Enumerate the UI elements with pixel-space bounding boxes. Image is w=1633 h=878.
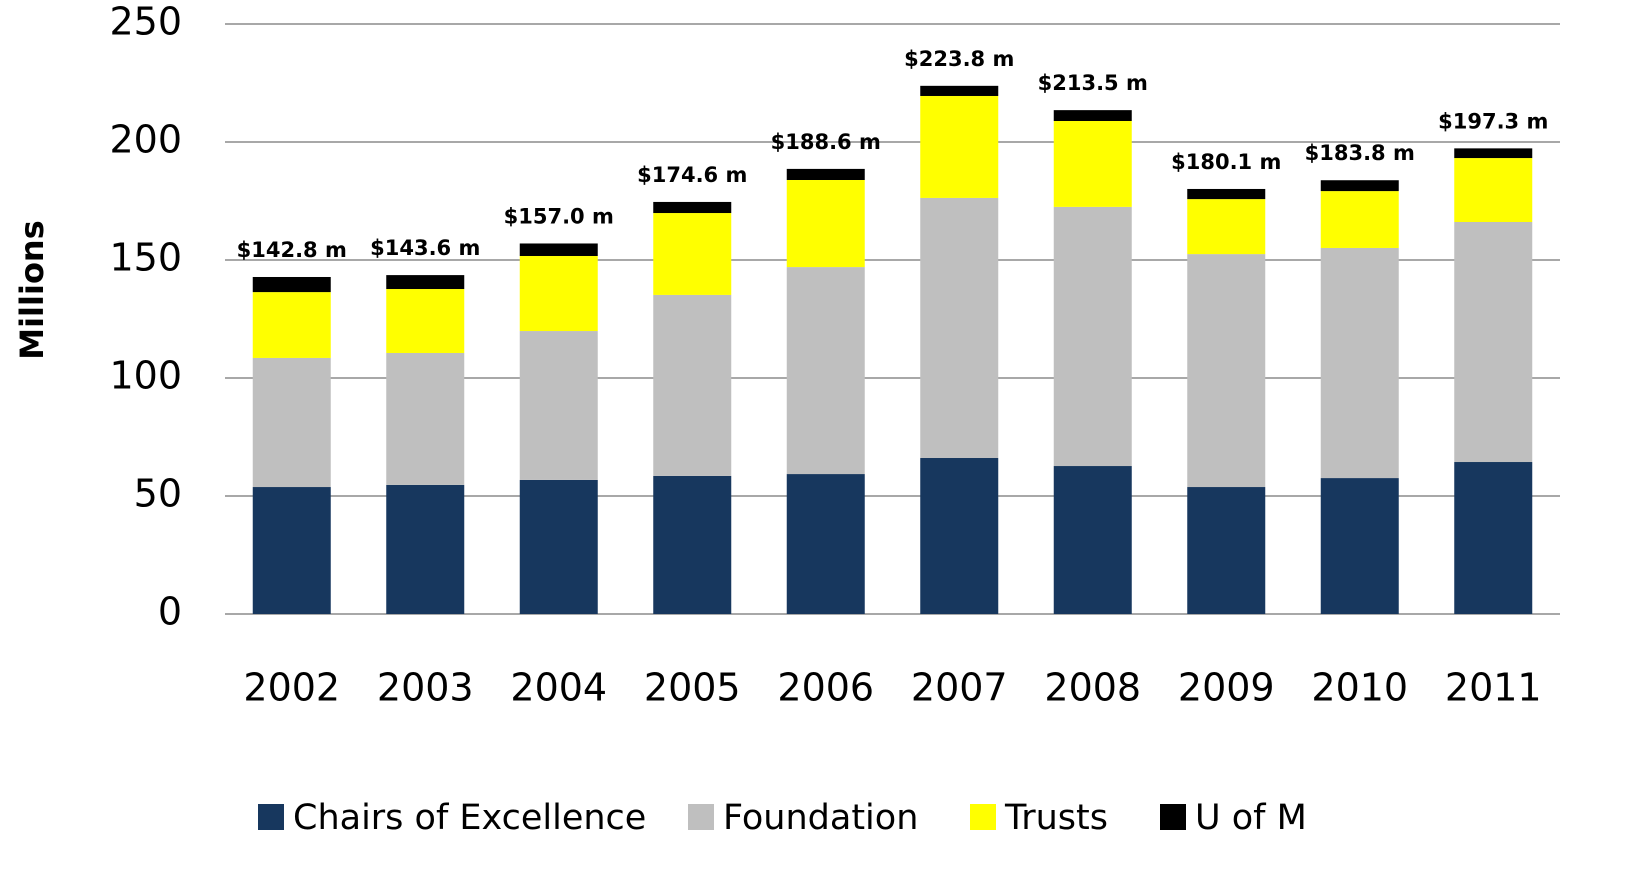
bar-segment bbox=[252, 357, 331, 488]
bar-segment bbox=[1053, 466, 1132, 614]
bar-segment bbox=[1053, 110, 1132, 121]
x-tick-label: 2011 bbox=[1445, 666, 1542, 710]
bar-segment bbox=[920, 85, 999, 96]
y-axis-title: Millions bbox=[13, 220, 51, 360]
bar-segment bbox=[786, 474, 865, 614]
bar-segment bbox=[786, 267, 865, 475]
bar-segment bbox=[519, 255, 598, 332]
bar-segment bbox=[920, 458, 999, 614]
bar-segment bbox=[386, 352, 465, 485]
bar-segment bbox=[252, 276, 331, 293]
x-tick-label: 2008 bbox=[1044, 666, 1141, 710]
total-label: $174.6 m bbox=[637, 163, 747, 187]
bar-segment bbox=[1187, 188, 1266, 200]
x-tick-label: 2004 bbox=[510, 666, 607, 710]
bar-segment bbox=[1320, 180, 1399, 192]
total-label: $180.1 m bbox=[1171, 150, 1281, 174]
total-label: $143.6 m bbox=[370, 236, 480, 260]
bar-segment bbox=[386, 484, 465, 614]
bar-segment bbox=[252, 292, 331, 358]
total-label: $188.6 m bbox=[771, 130, 881, 154]
legend-swatch bbox=[688, 804, 714, 830]
bar-segment bbox=[1187, 254, 1266, 488]
bar-segment bbox=[653, 294, 732, 476]
bar-segment bbox=[1187, 199, 1266, 255]
bar-segment bbox=[1053, 120, 1132, 207]
legend-swatch bbox=[1160, 804, 1186, 830]
bar-segment bbox=[519, 331, 598, 480]
legend-label: Foundation bbox=[723, 798, 918, 838]
bar-segment bbox=[786, 179, 865, 268]
y-tick-label: 50 bbox=[134, 472, 182, 516]
total-label: $142.8 m bbox=[237, 238, 347, 262]
x-tick-label: 2006 bbox=[777, 666, 874, 710]
bar-segment bbox=[1454, 462, 1533, 614]
bar-segment bbox=[653, 213, 732, 295]
bar-segment bbox=[519, 479, 598, 614]
x-tick-label: 2009 bbox=[1178, 666, 1275, 710]
y-tick-label: 250 bbox=[109, 0, 182, 44]
legend-label: U of M bbox=[1195, 798, 1307, 838]
bar-segment bbox=[252, 487, 331, 614]
x-tick-label: 2010 bbox=[1311, 666, 1408, 710]
bar-segment bbox=[1454, 222, 1533, 463]
y-tick-label: 100 bbox=[109, 354, 182, 398]
bar-segment bbox=[653, 475, 732, 614]
bar-segment bbox=[786, 168, 865, 180]
bar-segment bbox=[1053, 206, 1132, 467]
x-tick-label: 2005 bbox=[644, 666, 741, 710]
legend-label: Chairs of Excellence bbox=[293, 798, 646, 838]
legend-label: Trusts bbox=[1004, 798, 1108, 838]
x-tick-label: 2007 bbox=[911, 666, 1008, 710]
legend-swatch bbox=[970, 804, 996, 830]
y-tick-label: 150 bbox=[109, 236, 182, 280]
x-tick-label: 2002 bbox=[243, 666, 340, 710]
bar-segment bbox=[519, 243, 598, 256]
bar-segment bbox=[920, 95, 999, 198]
bar-segment bbox=[1187, 487, 1266, 614]
bar-segment bbox=[386, 275, 465, 290]
y-tick-label: 0 bbox=[158, 590, 182, 634]
total-label: $223.8 m bbox=[904, 47, 1014, 71]
total-label: $213.5 m bbox=[1038, 71, 1148, 95]
bar-segment bbox=[1320, 247, 1399, 479]
bar-segment bbox=[1454, 148, 1533, 159]
bar-segment bbox=[653, 201, 732, 214]
total-label: $197.3 m bbox=[1438, 109, 1548, 133]
bar-segment bbox=[1454, 158, 1533, 223]
legend-swatch bbox=[258, 804, 284, 830]
x-tick-label: 2003 bbox=[377, 666, 474, 710]
bar-segment bbox=[920, 197, 999, 459]
bar-segment bbox=[386, 289, 465, 353]
bar-segment bbox=[1320, 478, 1399, 614]
y-tick-label: 200 bbox=[109, 118, 182, 162]
total-label: $157.0 m bbox=[504, 204, 614, 228]
bar-segment bbox=[1320, 191, 1399, 248]
total-label: $183.8 m bbox=[1305, 141, 1415, 165]
